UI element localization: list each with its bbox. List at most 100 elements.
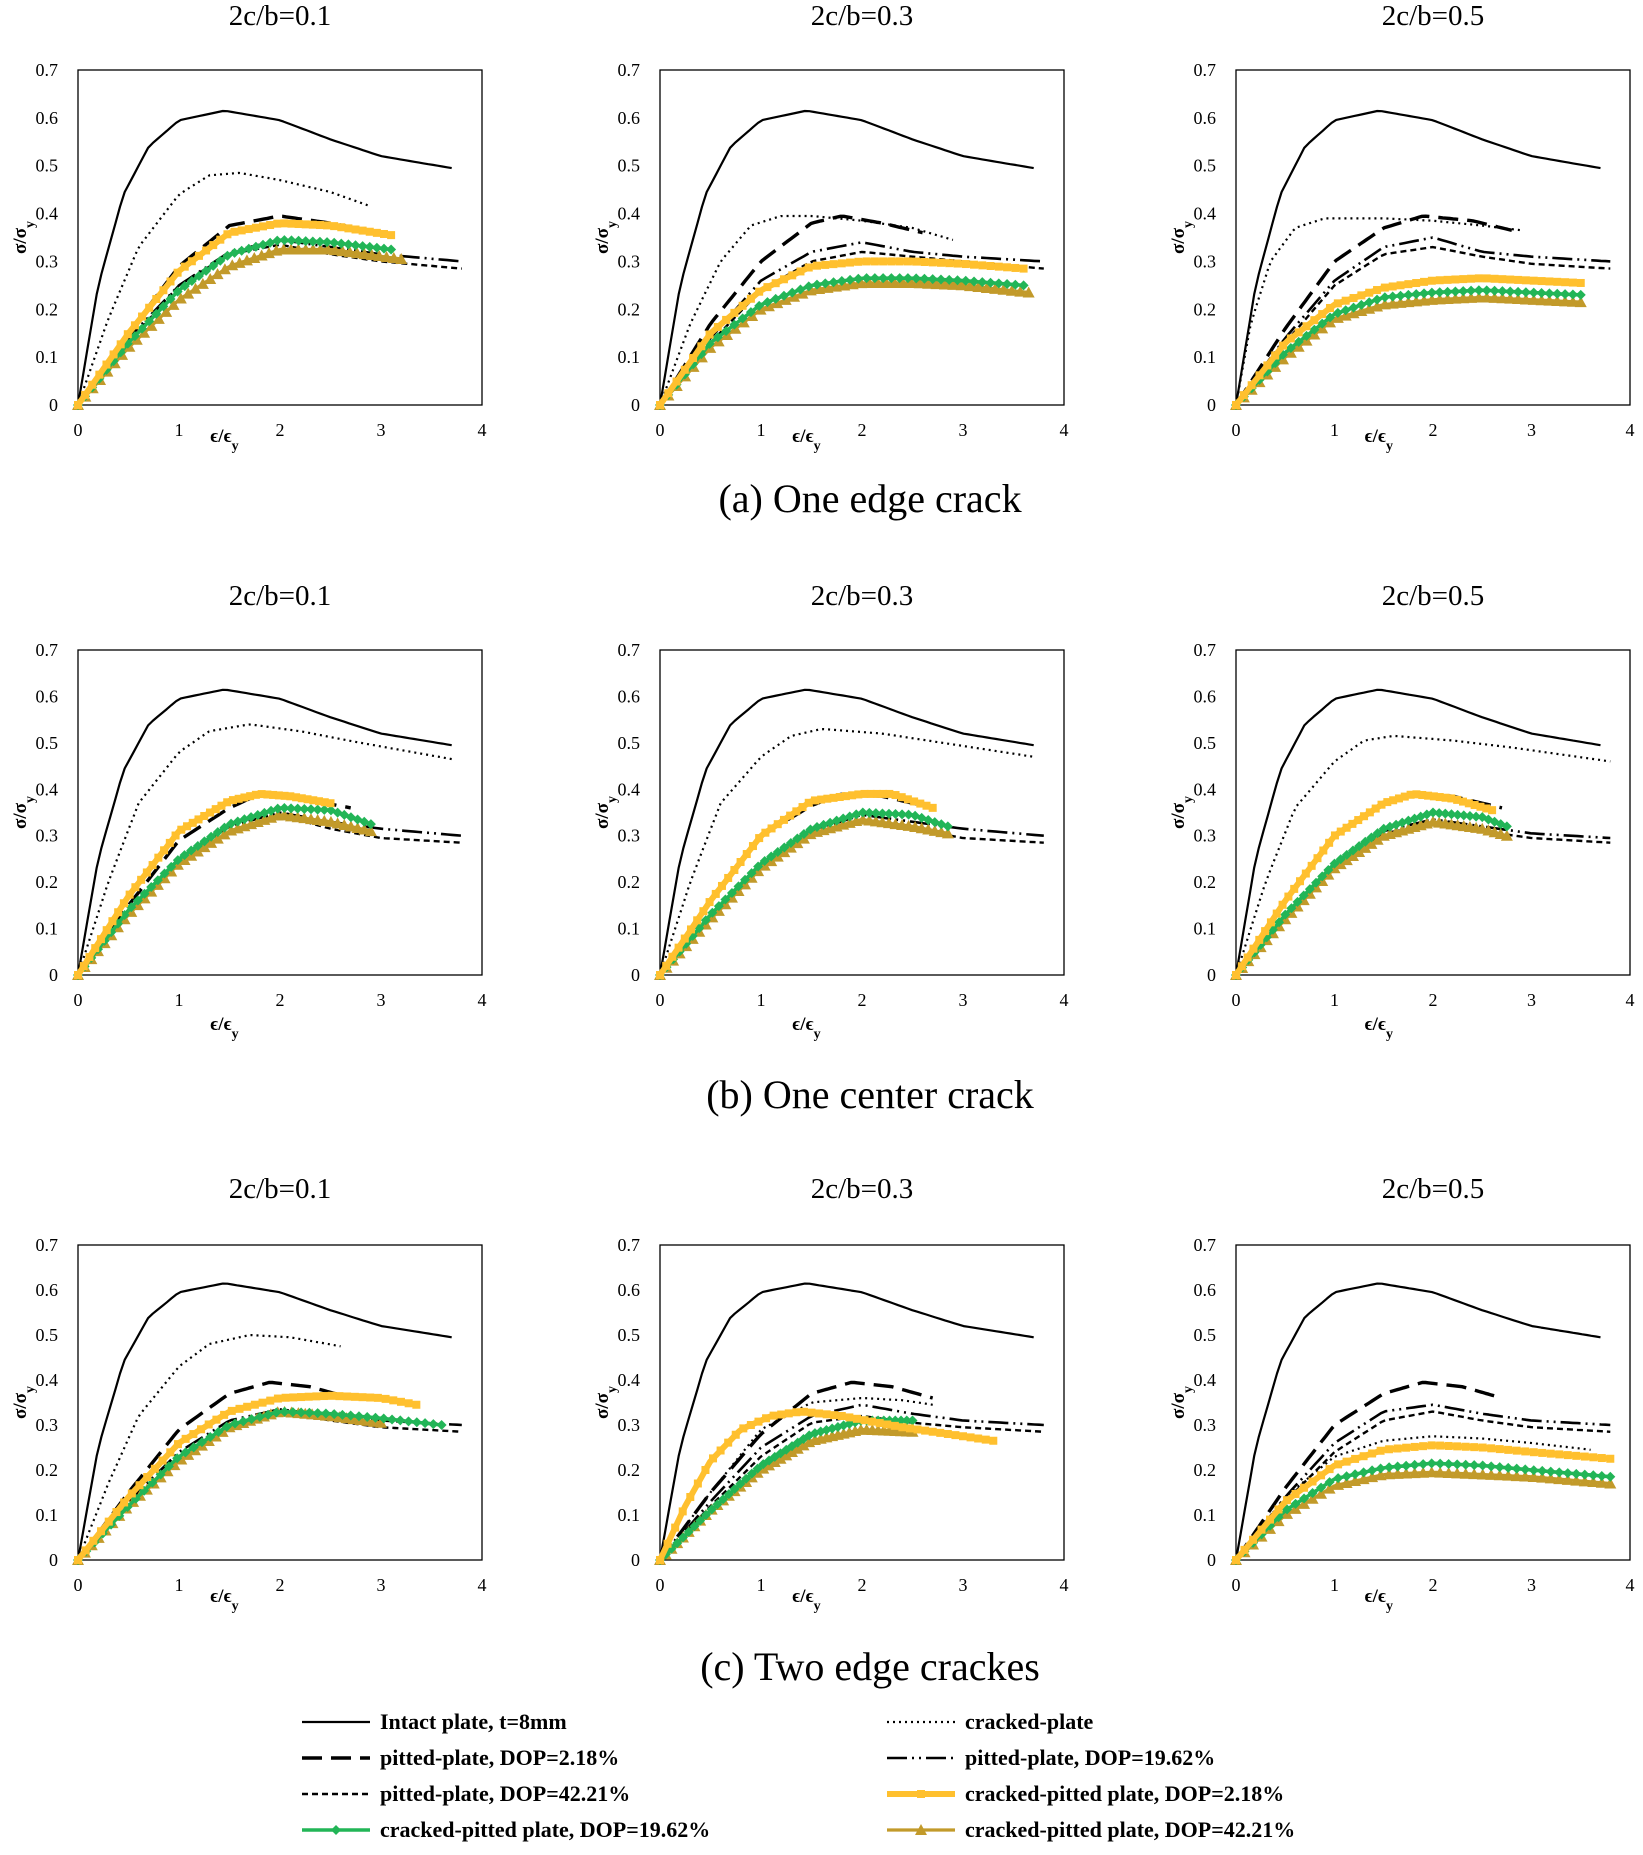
data-point-cp218	[854, 790, 863, 799]
legend-marker	[917, 1790, 925, 1798]
data-point-cp218	[903, 795, 912, 804]
data-point-cp218	[1011, 263, 1020, 272]
data-point-cp4221	[1543, 294, 1556, 306]
data-point-cp218	[304, 1392, 313, 1401]
legend-entry-cp218: cracked-pitted plate, DOP=2.18%	[887, 1781, 1284, 1806]
data-point-cp4221	[1551, 294, 1564, 306]
data-point-cp1962	[139, 888, 150, 899]
data-point-cp218	[148, 861, 157, 870]
data-point-cp1962	[378, 243, 389, 254]
y-tick-label: 0.6	[1194, 1280, 1217, 1300]
data-point-cp218	[1427, 276, 1436, 285]
data-point-cp1962	[857, 807, 868, 818]
series-line-pit4221	[1235, 245, 1611, 406]
data-point-cp1962	[387, 1414, 398, 1425]
data-point-cp4221	[1433, 293, 1446, 305]
data-point-cp1962	[1309, 324, 1320, 335]
data-point-cp1962	[353, 1411, 364, 1422]
data-point-cp1962	[1316, 1482, 1327, 1493]
data-point-cp4221	[947, 278, 960, 290]
data-point-cp1962	[201, 265, 212, 276]
data-point-cp218	[280, 219, 289, 228]
data-point-cp1962	[1428, 807, 1438, 818]
y-tick-label: 0.6	[36, 108, 59, 128]
data-point-cp218	[1495, 1445, 1504, 1454]
data-point-cp218	[315, 221, 324, 230]
y-tick-label: 0.4	[1194, 779, 1217, 799]
data-point-cp4221	[771, 297, 784, 309]
data-point-cp1962	[746, 1468, 757, 1479]
data-point-cp4221	[846, 278, 859, 290]
data-point-cp1962	[345, 1410, 356, 1421]
x-tick-label: 0	[1232, 1575, 1241, 1595]
data-point-cp1962	[1544, 288, 1555, 299]
data-point-cp1962	[1290, 1498, 1301, 1509]
y-tick-label: 0.4	[1194, 1370, 1217, 1390]
data-point-cp4221	[1496, 292, 1509, 304]
legend-entry-pit218: pitted-plate, DOP=2.18%	[302, 1745, 619, 1770]
data-point-cp1962	[165, 293, 176, 304]
data-point-cp1962	[733, 881, 744, 892]
data-point-cp1962	[230, 1418, 241, 1429]
plot-frame	[1235, 69, 1631, 406]
data-point-cp4221	[351, 247, 364, 259]
data-point-cp218	[79, 962, 88, 971]
data-point-cp218	[656, 971, 664, 979]
data-point-cp1962	[1520, 1464, 1531, 1475]
data-point-cp4221	[1359, 841, 1372, 853]
data-point-cp4221	[1005, 284, 1018, 296]
plot-frame	[77, 1244, 483, 1561]
data-point-cp1962	[1401, 1460, 1412, 1471]
data-point-cp4221	[1587, 1476, 1600, 1488]
data-point-cp1962	[1274, 917, 1285, 928]
data-point-cp218	[194, 251, 203, 260]
data-point-cp1962	[350, 240, 361, 251]
data-point-cp1962	[1440, 808, 1451, 819]
data-point-cp1962	[1501, 821, 1512, 832]
data-point-cp1962	[1301, 330, 1312, 341]
data-point-cp218	[701, 1466, 710, 1474]
data-point-cp1962	[1285, 343, 1296, 354]
data-point-cp218	[870, 257, 879, 266]
x-tick-label: 0	[74, 420, 83, 440]
x-tick-label: 3	[377, 420, 386, 440]
data-point-cp218	[921, 1426, 930, 1435]
data-point-cp218	[974, 1434, 983, 1443]
data-point-cp218	[379, 229, 388, 238]
data-point-cp218	[716, 1446, 725, 1455]
x-tick-label: 2	[1429, 1575, 1438, 1595]
data-point-cp218	[891, 791, 900, 800]
y-tick-label: 0.2	[618, 299, 641, 319]
data-point-cp1962	[196, 1437, 207, 1448]
data-point-cp218	[875, 1419, 884, 1428]
data-point-cp218	[709, 1454, 718, 1463]
data-point-cp218	[1266, 918, 1275, 927]
data-point-cp218	[674, 943, 683, 952]
data-point-cp218	[81, 390, 90, 399]
series-line-intact	[76, 1282, 452, 1561]
data-point-cp218	[1444, 1441, 1453, 1450]
y-tick-label: 0.6	[618, 1280, 641, 1300]
data-point-cp1962	[386, 244, 397, 255]
data-point-cp218	[308, 220, 317, 229]
data-point-cp218	[1240, 1545, 1249, 1554]
x-tick-label: 2	[1429, 420, 1438, 440]
data-point-cp218	[1308, 1477, 1317, 1486]
data-point-cp218	[986, 261, 995, 270]
data-point-cp1962	[403, 1416, 414, 1427]
data-point-cp1962	[902, 273, 913, 284]
data-point-cp218	[823, 794, 832, 803]
data-point-cp218	[217, 801, 226, 810]
y-axis-label: σ/σy	[592, 796, 620, 829]
data-point-cp4221	[1500, 829, 1513, 841]
data-point-cp218	[1396, 281, 1405, 290]
data-point-cp1962	[188, 1442, 199, 1453]
x-tick-label: 1	[757, 990, 766, 1010]
data-point-cp4221	[1535, 294, 1548, 306]
data-point-cp218	[404, 1399, 413, 1408]
data-point-cp218	[303, 795, 312, 804]
data-point-cp218	[1404, 280, 1413, 289]
data-point-cp1962	[1298, 890, 1309, 901]
data-point-cp4221	[797, 1439, 810, 1451]
data-point-cp1962	[1358, 1467, 1369, 1478]
